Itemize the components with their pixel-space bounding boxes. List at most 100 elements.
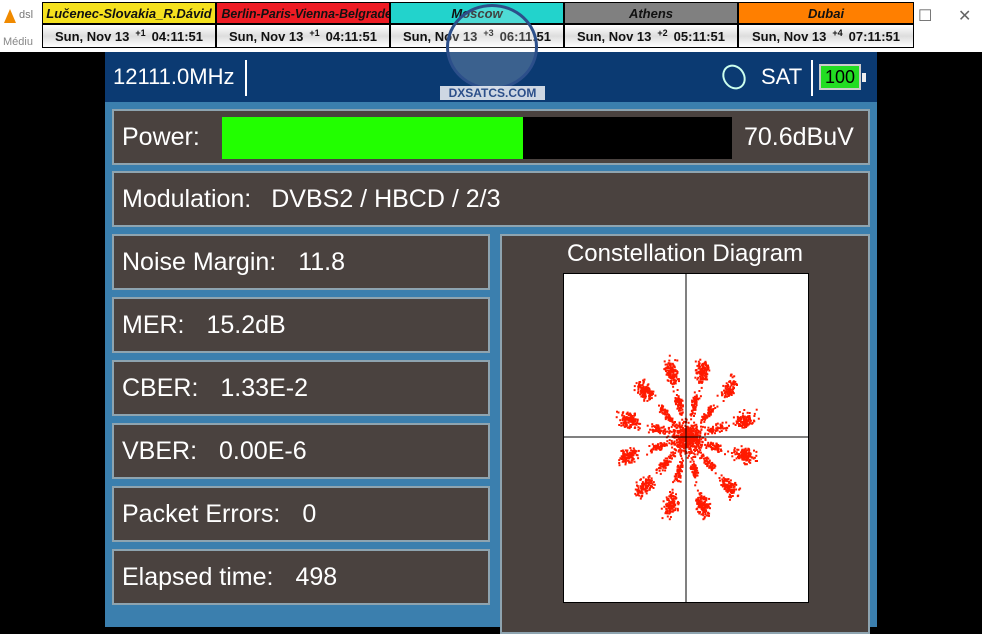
constellation-point bbox=[723, 483, 726, 486]
constellation-point bbox=[699, 500, 702, 503]
maximize-icon[interactable]: ☐ bbox=[918, 8, 933, 25]
constellation-point bbox=[670, 451, 673, 454]
constellation-point bbox=[646, 384, 649, 387]
constellation-point bbox=[693, 415, 695, 417]
constellation-point bbox=[644, 480, 647, 482]
constellation-point bbox=[700, 451, 702, 454]
constellation-point bbox=[644, 390, 647, 393]
constellation-point bbox=[724, 427, 726, 430]
constellation-point bbox=[728, 481, 731, 484]
constellation-point bbox=[667, 435, 670, 438]
constellation-point bbox=[643, 395, 646, 398]
constellation-point bbox=[685, 425, 688, 428]
constellation-point bbox=[707, 364, 709, 367]
constellation-point bbox=[678, 438, 681, 441]
constellation-point bbox=[676, 359, 679, 362]
constellation-point bbox=[693, 439, 695, 442]
constellation-point bbox=[748, 459, 751, 461]
constellation-point bbox=[694, 465, 697, 467]
constellation-point bbox=[725, 421, 728, 424]
constellation-point bbox=[728, 394, 731, 397]
constellation-point bbox=[694, 369, 697, 372]
constellation-point bbox=[704, 438, 707, 440]
constellation-point bbox=[686, 433, 689, 436]
constellation-point bbox=[708, 413, 711, 416]
constellation-point bbox=[668, 359, 671, 362]
constellation-point bbox=[700, 421, 703, 424]
constellation-point bbox=[696, 435, 699, 438]
constellation-point bbox=[705, 499, 708, 502]
constellation-point bbox=[676, 372, 679, 375]
constellation-point bbox=[684, 439, 687, 442]
constellation-point bbox=[749, 455, 752, 458]
constellation-point bbox=[705, 375, 708, 378]
constellation-point bbox=[667, 507, 670, 510]
constellation-point bbox=[699, 449, 702, 452]
constellation-point bbox=[700, 457, 703, 459]
constellation-point bbox=[692, 405, 695, 408]
constellation-point bbox=[745, 457, 748, 460]
constellation-point bbox=[663, 443, 666, 446]
constellation-point bbox=[679, 428, 682, 431]
constellation-point bbox=[668, 362, 671, 365]
close-icon[interactable]: ✕ bbox=[958, 8, 972, 25]
constellation-point bbox=[637, 390, 640, 393]
constellation-point bbox=[705, 505, 708, 508]
constellation-point bbox=[673, 432, 676, 435]
constellation-point bbox=[624, 463, 627, 466]
constellation-point bbox=[663, 368, 666, 371]
world-clocks: Lučenec-Slovakia_R.Dávid Sun, Nov 13 +1 04… bbox=[42, 2, 914, 48]
constellation-point bbox=[663, 505, 666, 508]
constellation-plot bbox=[563, 273, 809, 603]
constellation-point bbox=[644, 490, 647, 493]
constellation-point bbox=[634, 419, 636, 422]
constellation-point bbox=[627, 414, 630, 417]
constellation-point bbox=[702, 364, 705, 367]
constellation-point bbox=[698, 447, 701, 450]
constellation-point bbox=[743, 448, 746, 451]
constellation-point bbox=[650, 448, 653, 451]
constellation-point bbox=[678, 466, 681, 469]
constellation-point bbox=[732, 486, 735, 489]
constellation-point bbox=[694, 434, 697, 437]
constellation-point bbox=[714, 448, 717, 451]
constellation-point bbox=[659, 432, 662, 435]
constellation-point bbox=[705, 364, 707, 366]
constellation-point bbox=[729, 482, 732, 485]
constellation-point bbox=[712, 430, 715, 433]
constellation-point bbox=[633, 452, 636, 455]
constellation-point bbox=[703, 461, 706, 464]
frequency: 12111.0MHz bbox=[113, 64, 235, 89]
constellation-point bbox=[715, 424, 718, 427]
constellation-point bbox=[672, 495, 675, 497]
constellation-point bbox=[732, 416, 735, 419]
constellation-point bbox=[659, 429, 662, 432]
constellation-point bbox=[699, 511, 701, 514]
constellation-point bbox=[629, 413, 632, 416]
constellation-point bbox=[728, 493, 731, 496]
constellation-point bbox=[697, 445, 700, 448]
constellation-point bbox=[697, 360, 700, 363]
constellation-point bbox=[638, 422, 640, 425]
constellation-point bbox=[642, 385, 645, 388]
constellation-point bbox=[702, 417, 705, 420]
constellation-point bbox=[668, 518, 671, 521]
constellation-point bbox=[671, 420, 674, 423]
constellation-point bbox=[646, 424, 649, 427]
constellation-point bbox=[721, 421, 724, 424]
constellation-point bbox=[641, 384, 644, 386]
constellation-point bbox=[743, 451, 746, 454]
constellation-point bbox=[678, 423, 681, 426]
constellation-point bbox=[715, 442, 718, 445]
constellation-point bbox=[668, 439, 671, 442]
constellation-point bbox=[671, 507, 674, 510]
constellation-point bbox=[661, 407, 664, 410]
constellation-point bbox=[737, 448, 740, 451]
constellation-point bbox=[723, 478, 726, 481]
constellation-point bbox=[698, 364, 700, 367]
constellation-point bbox=[692, 429, 695, 432]
constellation-point bbox=[621, 418, 624, 421]
menu-media[interactable]: Médiu bbox=[3, 36, 33, 48]
constellation-point bbox=[692, 473, 695, 476]
constellation-point bbox=[689, 431, 692, 434]
